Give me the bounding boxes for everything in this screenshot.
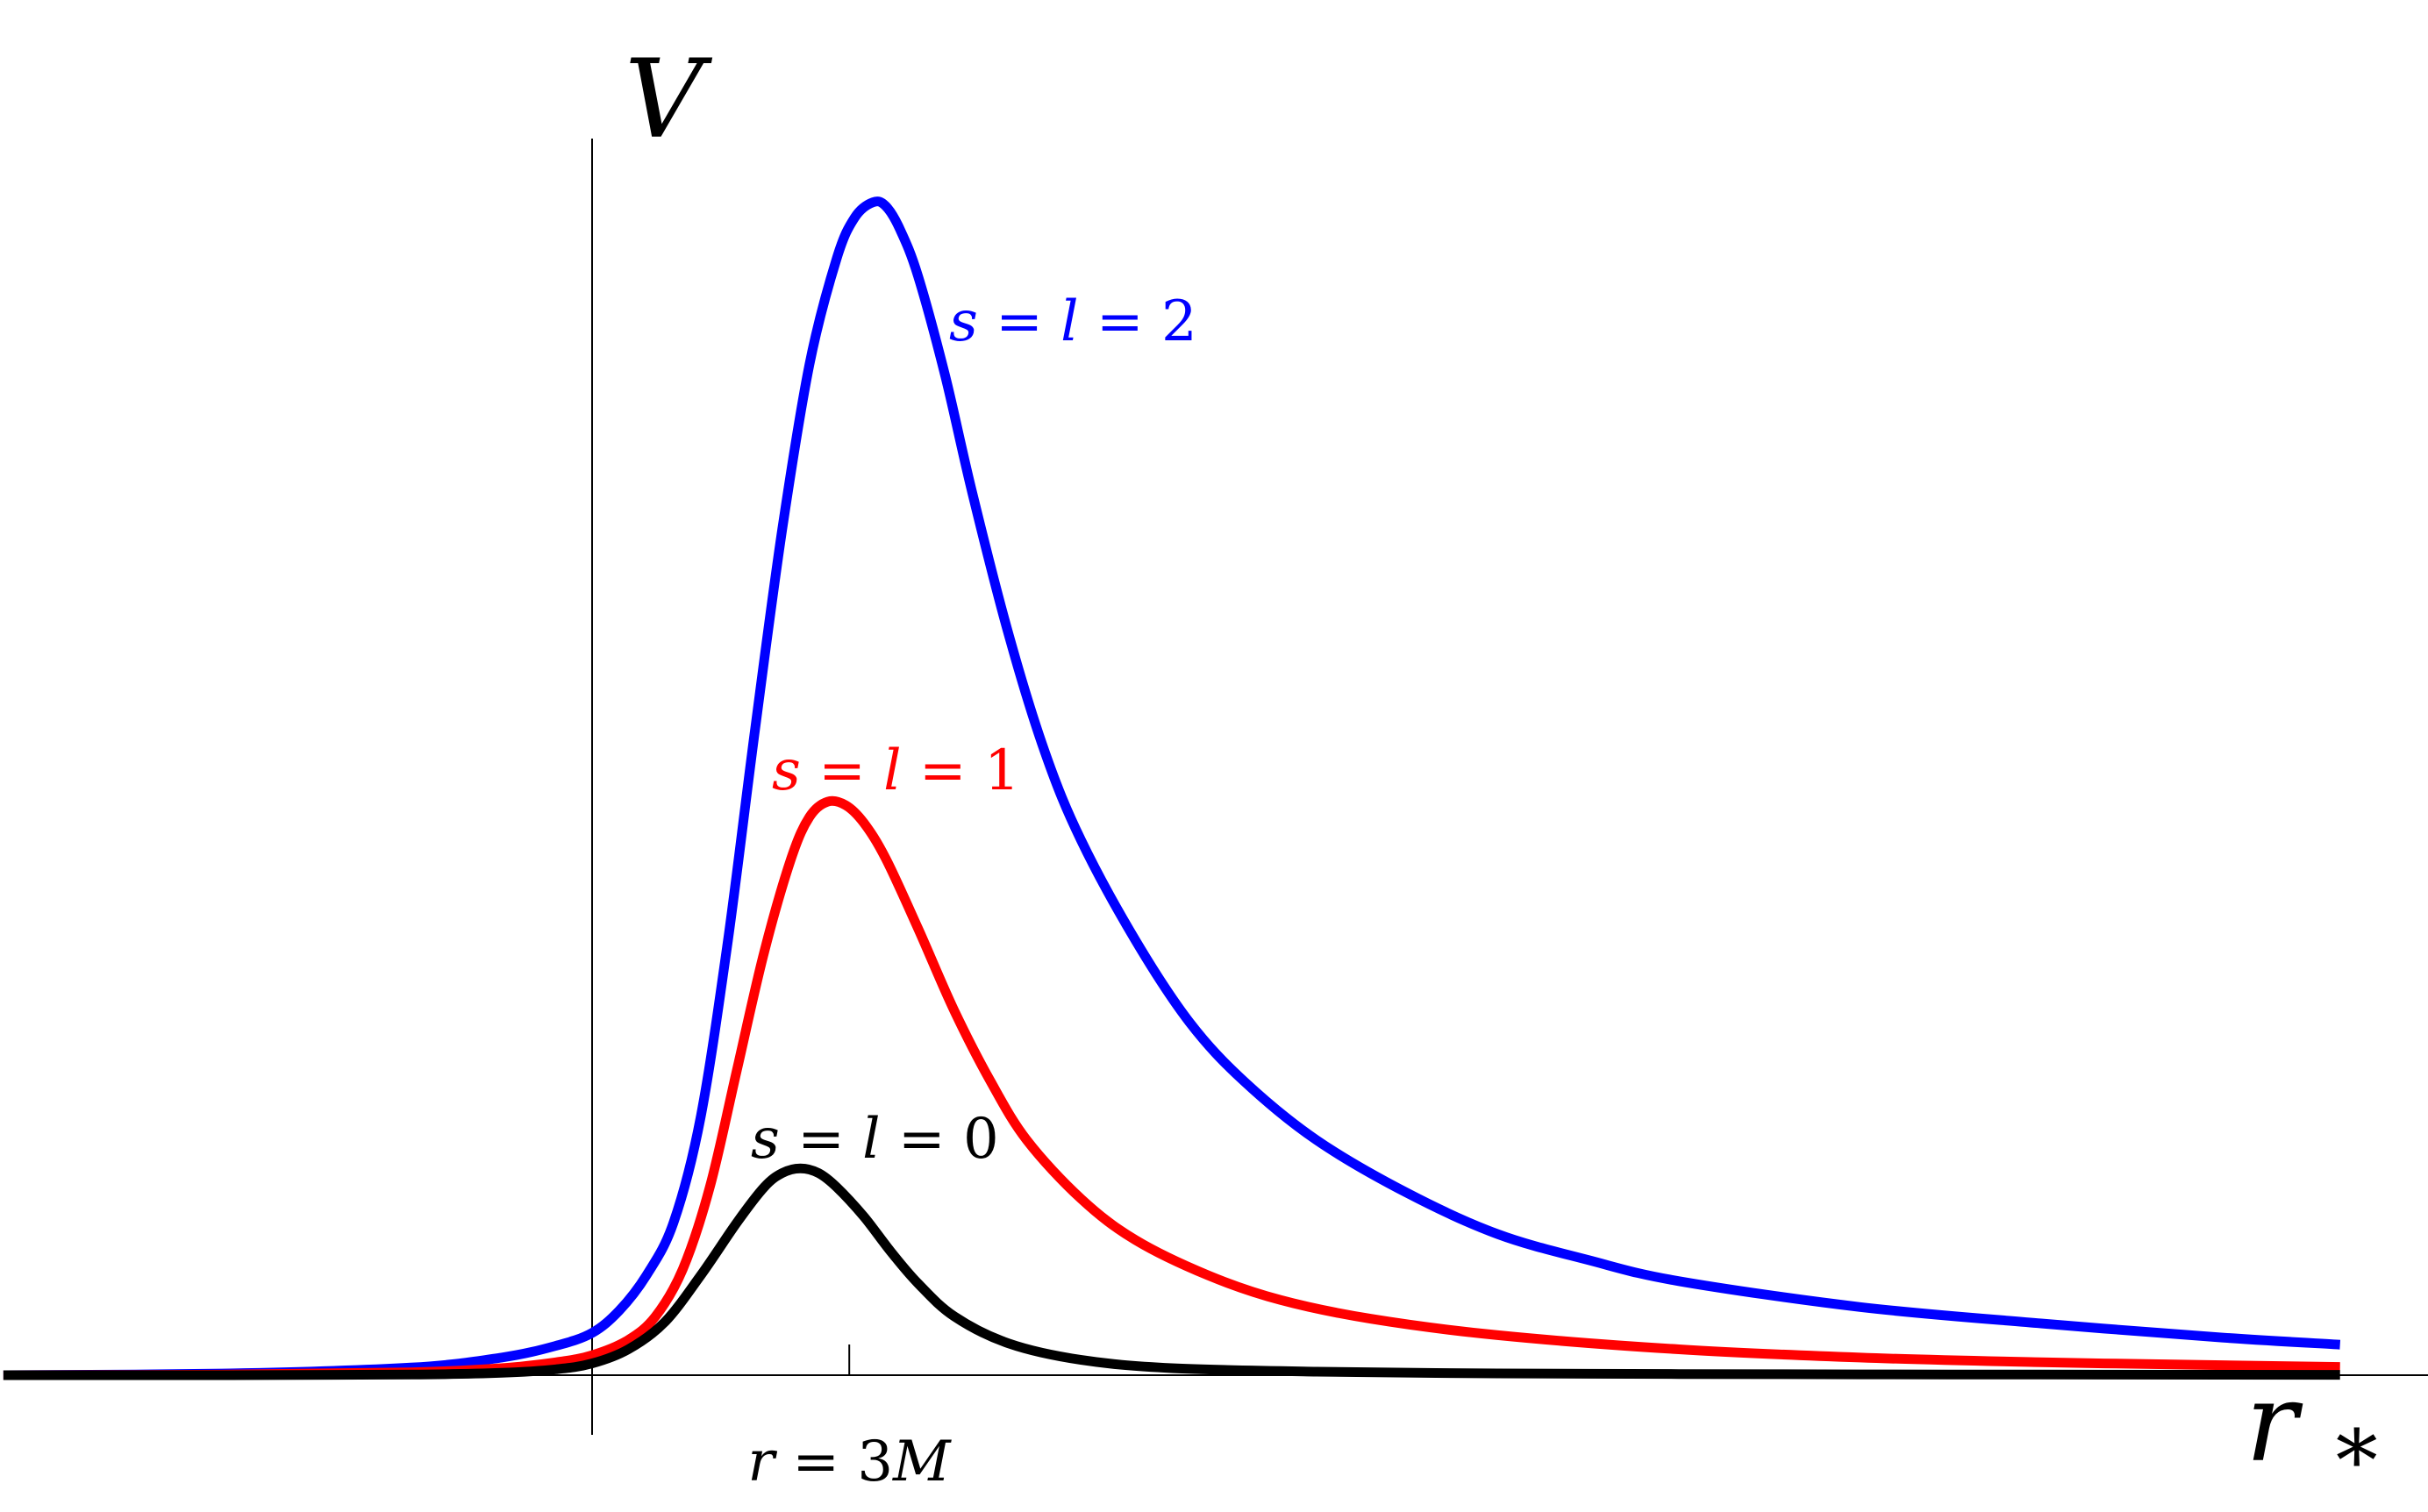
curve-s-l-0 — [3, 1163, 2340, 1380]
curve-s-l-1 — [3, 795, 2340, 1380]
curve-s-l-2 — [3, 196, 2341, 1380]
x-axis-label-main: r — [2246, 1360, 2303, 1487]
x-axis-label-subscript: * — [2336, 1412, 2378, 1510]
y-axis-label: V — [625, 37, 713, 163]
legend-label-s-l-0: s = l = 0 — [751, 1107, 999, 1172]
x-tick-label: r = 3M — [747, 1430, 952, 1494]
legend-label-s-l-1: s = l = 1 — [772, 738, 1020, 803]
legend-label-s-l-2: s = l = 2 — [949, 289, 1197, 354]
x-axis-label: r * — [2246, 1360, 2378, 1510]
